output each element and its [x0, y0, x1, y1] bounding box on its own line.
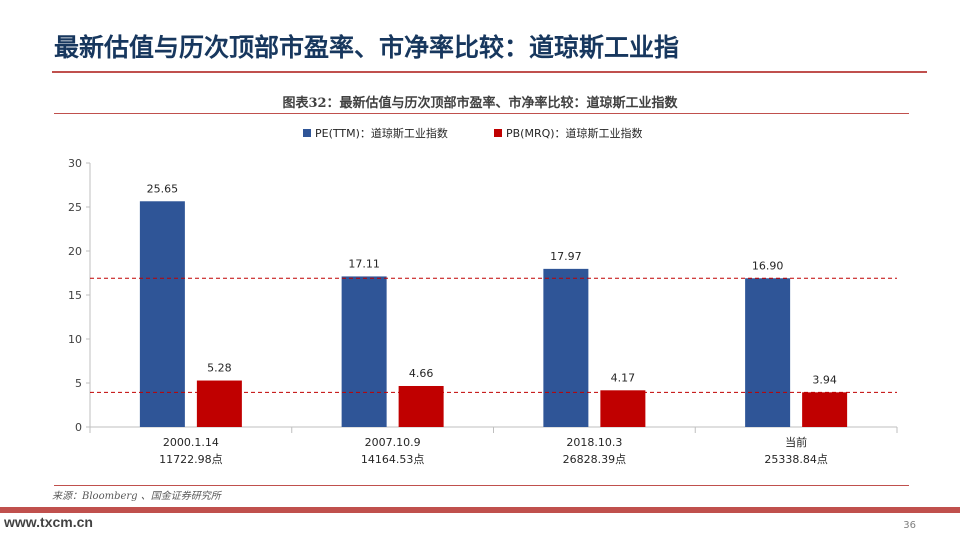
- y-tick-label: 25: [68, 201, 82, 214]
- figure-caption: 图表32：最新估值与历次顶部市盈率、市净率比较：道琼斯工业指数: [282, 96, 678, 111]
- pb-bar: [196, 380, 242, 427]
- pb-bar: [802, 392, 848, 427]
- x-category-sublabel: 11722.98点: [159, 453, 223, 466]
- x-category-sublabel: 14164.53点: [361, 453, 425, 466]
- pb-value-label: 4.17: [611, 371, 636, 384]
- y-tick-label: 15: [68, 289, 82, 302]
- watermark: www.txcm.cn: [4, 514, 93, 530]
- legend-swatch-2: [494, 129, 502, 137]
- x-category-sublabel: 25338.84点: [764, 453, 828, 466]
- pe-value-label: 25.65: [147, 182, 179, 195]
- pe-bar: [745, 278, 791, 427]
- pb-bar: [600, 390, 646, 427]
- x-category-label: 当前: [785, 435, 807, 449]
- pe-value-label: 17.97: [550, 250, 582, 263]
- footer-bar: [0, 507, 960, 513]
- title-divider: [52, 71, 927, 73]
- x-category-sublabel: 26828.39点: [563, 453, 627, 466]
- source-note: 来源：Bloomberg 、国金证券研究所: [52, 491, 221, 502]
- slide-title: 最新估值与历次顶部市盈率、市净率比较：道琼斯工业指: [54, 33, 680, 62]
- pe-bar: [139, 201, 185, 427]
- legend-label-1: PE(TTM)：道琼斯工业指数: [315, 126, 448, 140]
- pb-value-label: 4.66: [409, 367, 434, 380]
- x-category-label: 2007.10.9: [365, 436, 421, 449]
- pb-value-label: 5.28: [207, 362, 232, 375]
- caption-divider: [54, 113, 909, 114]
- y-tick-label: 10: [68, 333, 82, 346]
- x-category-label: 2000.1.14: [163, 436, 219, 449]
- pe-bar: [543, 268, 589, 427]
- x-category-label: 2018.10.3: [566, 436, 622, 449]
- legend-swatch-1: [303, 129, 311, 137]
- pe-value-label: 17.11: [348, 257, 380, 270]
- source-divider: [54, 485, 909, 486]
- pe-value-label: 16.90: [752, 259, 784, 272]
- y-tick-label: 30: [68, 157, 82, 170]
- pe-bar: [341, 276, 387, 427]
- page-number: 36: [903, 520, 916, 531]
- legend-label-2: PB(MRQ)：道琼斯工业指数: [506, 126, 643, 140]
- y-tick-label: 5: [75, 377, 82, 390]
- pb-value-label: 3.94: [812, 373, 837, 386]
- y-tick-label: 20: [68, 245, 82, 258]
- y-tick-label: 0: [75, 421, 82, 434]
